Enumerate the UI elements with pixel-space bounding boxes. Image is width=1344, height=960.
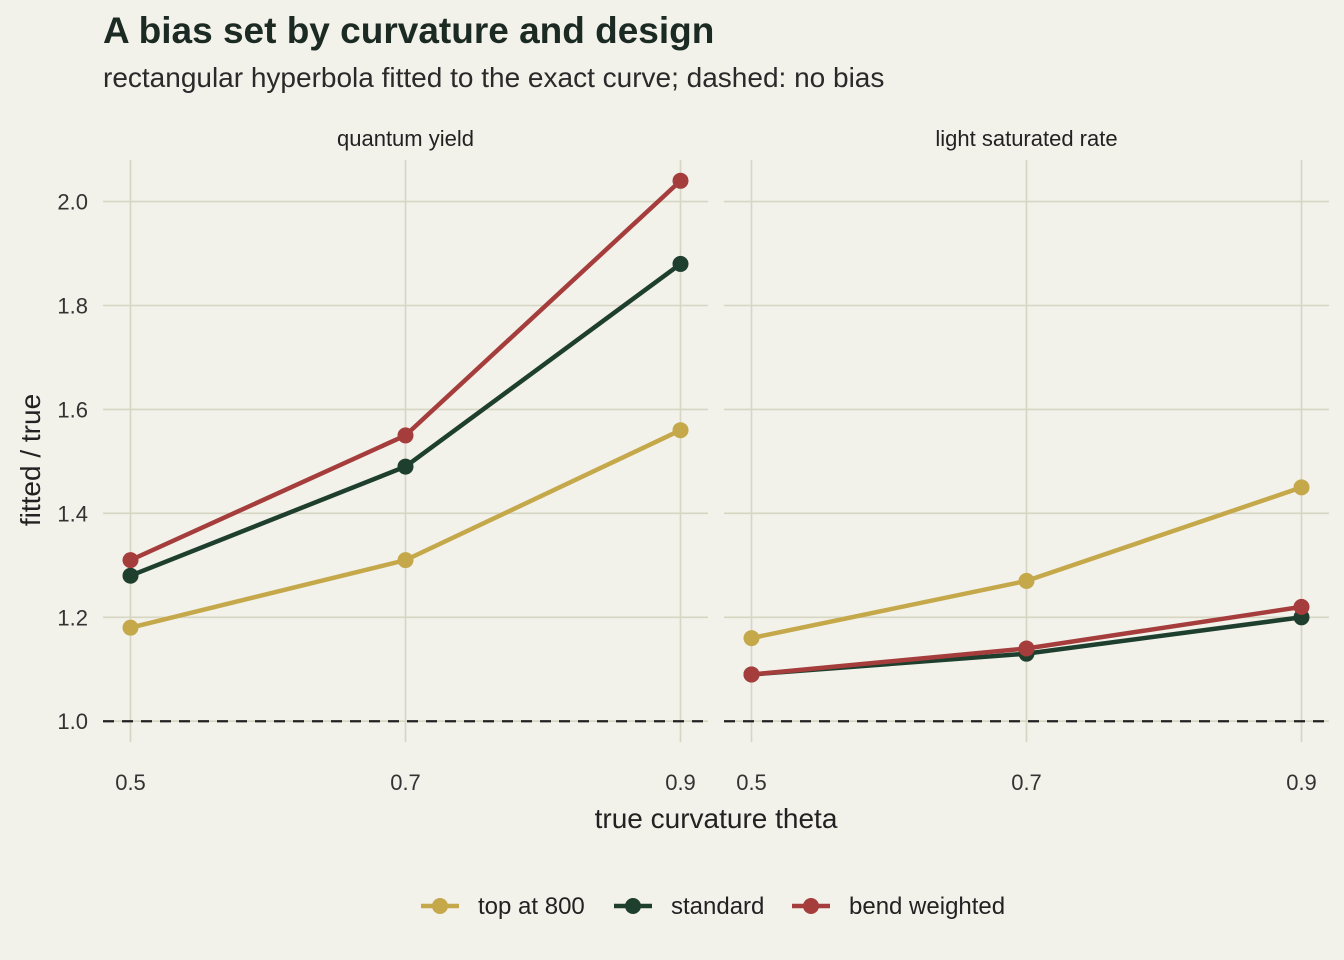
x-tick-label: 0.5: [736, 770, 767, 795]
panel-title: light saturated rate: [935, 126, 1117, 151]
y-tick-label: 1.2: [57, 605, 88, 630]
legend-label: standard: [671, 893, 764, 920]
data-point: [1293, 479, 1310, 496]
x-tick-label: 0.9: [1286, 770, 1317, 795]
data-point: [672, 422, 689, 439]
y-axis-title: fitted / true: [15, 394, 46, 526]
data-point: [397, 427, 414, 444]
data-point: [743, 666, 760, 683]
chart-title: A bias set by curvature and design: [103, 10, 715, 51]
y-tick-label: 1.6: [57, 397, 88, 422]
panel-0: quantum yield 0.5 0.7 0.9: [103, 126, 708, 795]
legend: top at 800 standard bend weighted: [421, 893, 1005, 920]
y-tick-label: 1.4: [57, 501, 88, 526]
data-point: [672, 255, 689, 272]
chart-subtitle: rectangular hyperbola fitted to the exac…: [103, 62, 885, 93]
data-point: [1018, 640, 1035, 657]
panel-title: quantum yield: [337, 126, 474, 151]
data-point: [122, 619, 139, 636]
x-tick-label: 0.7: [390, 770, 421, 795]
x-axis-title: true curvature theta: [595, 803, 838, 834]
data-point: [743, 630, 760, 647]
legend-key-point: [432, 898, 448, 914]
legend-key-point: [803, 898, 819, 914]
data-point: [122, 552, 139, 569]
data-point: [122, 567, 139, 584]
legend-key-point: [625, 898, 641, 914]
data-point: [397, 458, 414, 475]
data-point: [1018, 572, 1035, 589]
panel-1: light saturated rate 0.5 0.7 0.9: [724, 126, 1329, 795]
x-tick-label: 0.9: [665, 770, 696, 795]
y-tick-label: 2.0: [57, 190, 88, 215]
data-point: [1293, 598, 1310, 615]
x-tick-label: 0.5: [115, 770, 146, 795]
legend-label: top at 800: [478, 893, 585, 920]
x-tick-label: 0.7: [1011, 770, 1042, 795]
data-point: [397, 552, 414, 569]
data-point: [672, 172, 689, 189]
legend-label: bend weighted: [849, 893, 1005, 920]
y-tick-label: 1.0: [57, 709, 88, 734]
y-tick-label: 1.8: [57, 294, 88, 319]
